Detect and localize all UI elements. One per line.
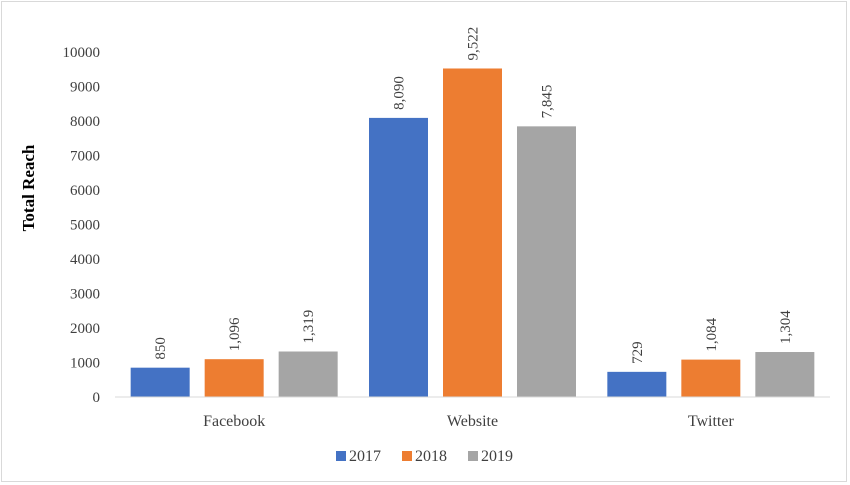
y-tick-label: 5000 [70,218,100,234]
y-axis-title: Total Reach [19,144,38,231]
legend-swatch-2017 [336,451,346,461]
y-tick-label: 3000 [70,287,100,303]
category-label-twitter: Twitter [688,413,735,430]
legend-swatch-2018 [402,451,412,461]
bar-2019-twitter [755,352,815,397]
y-tick-label: 7000 [70,149,100,165]
legend-label-2017: 2017 [349,448,381,465]
bar-2018-website [443,68,502,397]
y-tick-label: 10000 [63,45,101,61]
bars [130,68,815,398]
bar-2017-twitter [607,371,667,397]
legend: 2017 2018 2019 [336,448,513,465]
bar-2018-twitter [681,359,741,397]
data-label: 1,319 [301,310,317,344]
category-label-website: Website [447,413,498,430]
bar-2019-facebook [278,351,338,397]
y-tick-label: 6000 [70,183,100,199]
category-labels: Facebook Website Twitter [203,413,734,430]
data-label: 729 [630,341,646,364]
data-label: 850 [153,337,169,360]
y-tick-label: 2000 [70,321,100,337]
bar-2018-facebook [204,359,264,397]
legend-label-2018: 2018 [415,448,447,465]
y-tick-label: 4000 [70,252,100,268]
data-labels: 850 1,096 1,319 8,090 9,522 7,845 729 1,084 1,30… [153,27,794,364]
y-axis-ticks: 0 1000 2000 3000 4000 5000 6000 7000 8000 9000 100… [63,45,101,406]
bar-2017-facebook [130,367,190,397]
data-label: 9,522 [466,27,482,61]
legend-label-2019: 2019 [481,448,513,465]
y-tick-label: 1000 [70,356,100,372]
data-label: 1,304 [778,310,794,344]
y-tick-label: 8000 [70,114,100,130]
data-label: 7,845 [540,85,556,119]
data-label: 1,096 [227,317,243,351]
bar-2019-website [517,126,576,397]
data-label: 1,084 [704,317,720,351]
data-label: 8,090 [392,76,408,110]
category-label-facebook: Facebook [203,413,265,430]
y-tick-label: 0 [93,390,101,406]
y-tick-label: 9000 [70,80,100,96]
bar-2017-website [369,117,428,398]
legend-swatch-2019 [468,451,478,461]
